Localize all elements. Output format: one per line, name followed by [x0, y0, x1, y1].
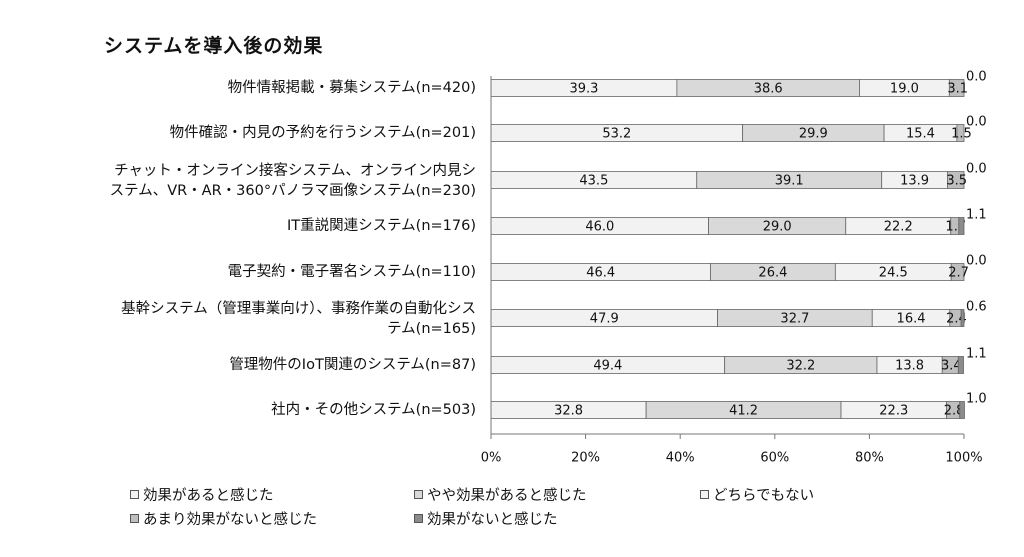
bar-segment [957, 356, 964, 374]
category-label: 電子契約・電子署名システム(n=110) [228, 263, 476, 280]
category-label: 管理物件のIoT関連のシステム(n=87) [229, 356, 476, 373]
data-label: 49.4 [593, 359, 622, 374]
legend-swatch [130, 490, 139, 499]
legend-item: 効果がないと感じた [414, 508, 558, 529]
data-label: 13.9 [900, 174, 929, 189]
data-label: 26.4 [758, 266, 787, 281]
category-label: テム(n=165) [387, 321, 476, 337]
data-label: 1.1 [966, 347, 987, 362]
category-label: 基幹システム（管理事業向け）、事務作業の自動化シス [121, 299, 476, 317]
data-label: 1.1 [966, 208, 987, 223]
bar-segment [956, 124, 965, 142]
category-label: IT重説関連システム(n=176) [287, 217, 476, 234]
data-label: 0.0 [966, 70, 987, 85]
data-label: 32.7 [780, 312, 809, 327]
legend-swatch [130, 514, 139, 523]
data-label: 22.3 [879, 404, 908, 419]
data-label: 32.2 [786, 359, 815, 374]
bar-segment [950, 263, 965, 281]
data-label: 3.5 [946, 174, 967, 189]
category-label: 社内・その他システム(n=503) [271, 401, 476, 418]
bar-segment [959, 401, 965, 419]
data-label: 24.5 [879, 266, 908, 281]
data-label: 43.5 [579, 174, 608, 189]
legend-label: どちらでもない [713, 488, 815, 504]
x-tick-label: 100% [945, 451, 982, 466]
data-label: 0.6 [966, 300, 987, 315]
bar-segment [947, 171, 965, 189]
data-label: 47.9 [590, 312, 619, 327]
data-label: 19.0 [890, 82, 919, 97]
bar-segment [958, 217, 965, 235]
legend-label: 効果がないと感じた [427, 512, 558, 528]
data-label: 16.4 [897, 312, 926, 327]
category-label: 物件情報掲載・募集システム(n=420) [228, 79, 476, 96]
data-label: 1.5 [951, 127, 972, 142]
legend-item: どちらでもない [700, 484, 814, 505]
data-label: 39.1 [775, 174, 804, 189]
data-label: 0.0 [966, 115, 987, 130]
legend-item: 効果があると感じた [130, 484, 274, 505]
category-label: ステム、VR・AR・360°パノラマ画像システム(n=230) [110, 182, 476, 199]
data-label: 41.2 [729, 404, 758, 419]
data-label: 22.2 [884, 220, 913, 235]
data-label: 1.0 [966, 392, 987, 407]
x-axis: 0% 20% 40% 60% 80% 100% [481, 76, 983, 466]
data-label: 2.8 [944, 404, 965, 419]
legend-label: やや効果があると感じた [427, 488, 587, 504]
data-label: 3.4 [941, 359, 962, 374]
legend-swatch [700, 490, 709, 499]
data-label: 2.7 [948, 266, 969, 281]
category-label: 物件確認・内見の予約を行うシステム(n=201) [170, 124, 476, 141]
legend-item: あまり効果がないと感じた [130, 508, 317, 529]
bar-segment [960, 309, 965, 327]
legend-label: 効果があると感じた [143, 488, 274, 504]
legend-swatch [414, 514, 423, 523]
x-tick-label: 0% [481, 451, 502, 466]
legend-item: やや効果があると感じた [414, 484, 587, 505]
data-label: 0.0 [966, 162, 987, 177]
data-label: 29.0 [763, 220, 792, 235]
x-tick-label: 20% [571, 451, 600, 466]
x-tick-label: 40% [666, 451, 695, 466]
legend-swatch [414, 490, 423, 499]
bars: 39.3 38.6 19.0 3.10.053.2 29.9 15.4 1.50.043.5… [490, 70, 987, 419]
data-label: 15.4 [906, 127, 935, 142]
data-label: 53.2 [602, 127, 631, 142]
data-label: 29.9 [799, 127, 828, 142]
category-labels: 物件情報掲載・募集システム(n=420) 物件確認・内見の予約を行うシステム(n=… [110, 79, 476, 418]
x-tick-label: 80% [855, 451, 884, 466]
bar-segment [948, 79, 965, 97]
legend-label: あまり効果がないと感じた [143, 512, 317, 528]
data-label: 39.3 [569, 82, 598, 97]
data-label: 32.8 [554, 404, 583, 419]
data-label: 38.6 [754, 82, 783, 97]
category-label: チャット・オンライン接客システム、オンライン内見シ [114, 162, 476, 179]
data-label: 0.0 [966, 254, 987, 269]
chart-title: システムを導入後の効果 [104, 35, 324, 57]
data-label: 46.0 [585, 220, 614, 235]
data-label: 13.8 [895, 359, 924, 374]
data-label: 46.4 [586, 266, 615, 281]
x-tick-label: 60% [760, 451, 789, 466]
data-label: 3.1 [947, 82, 968, 97]
